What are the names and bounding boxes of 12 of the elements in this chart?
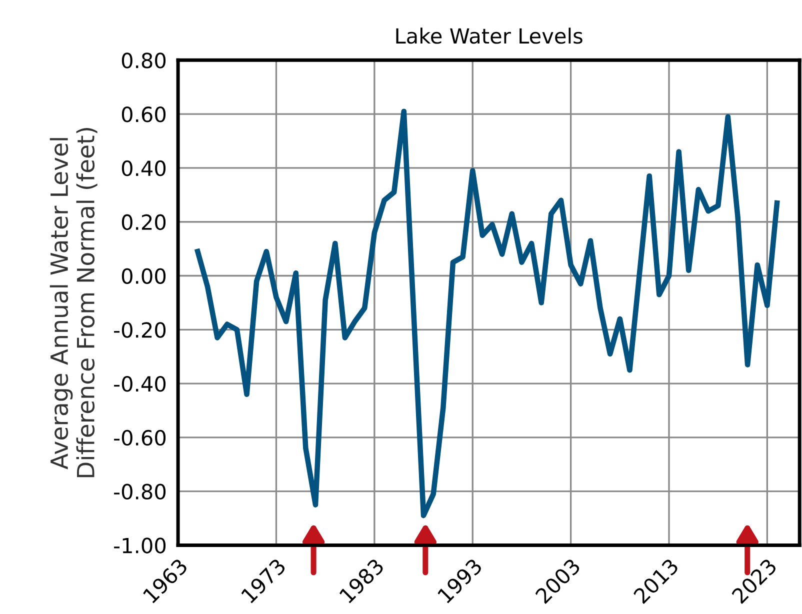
y-tick-label: -0.80 bbox=[114, 484, 166, 500]
y-tick-label: -1.00 bbox=[114, 538, 166, 554]
y-tick-label: 0.60 bbox=[122, 106, 166, 122]
y-tick-label: 0.00 bbox=[122, 268, 166, 284]
y-axis-title: Average Annual Water Level Difference From Normal (feet) bbox=[50, 128, 98, 478]
y-tick-label: -0.60 bbox=[114, 430, 166, 446]
y-tick-label: 0.20 bbox=[122, 214, 166, 230]
y-tick-label: 0.80 bbox=[122, 52, 166, 68]
y-tick-label: -0.20 bbox=[114, 322, 166, 338]
y-tick-label: -0.40 bbox=[114, 376, 166, 392]
y-tick-label: 0.40 bbox=[122, 160, 166, 176]
chart-title: Lake Water Levels bbox=[396, 28, 582, 44]
